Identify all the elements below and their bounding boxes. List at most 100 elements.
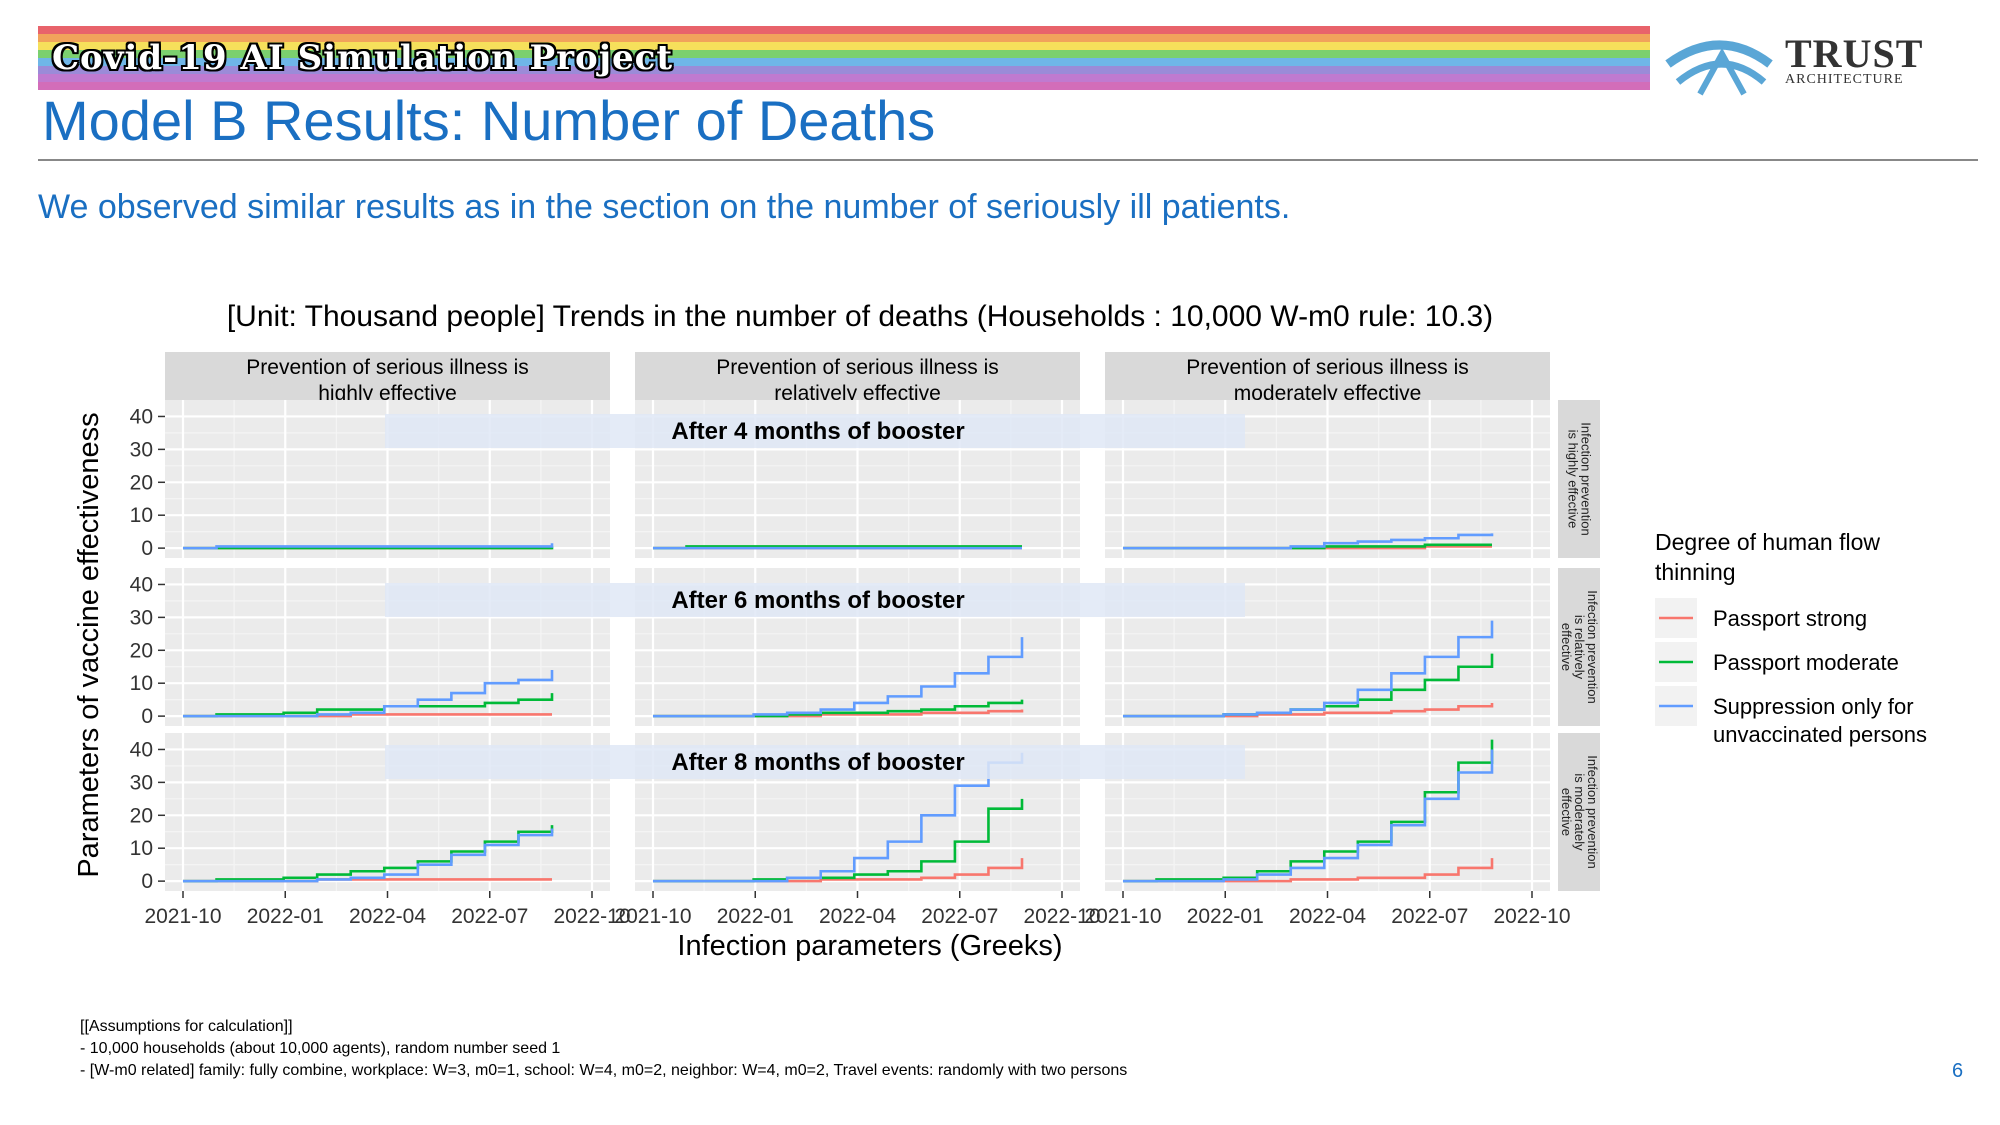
- y-tick-label: 0: [141, 537, 153, 560]
- rainbow-stripe: [38, 74, 1650, 82]
- assumption-notes: [[Assumptions for calculation]] - 10,000…: [80, 1016, 1127, 1082]
- page-number: 6: [1952, 1060, 1964, 1082]
- booster-annotation: After 4 months of booster: [671, 418, 964, 445]
- rainbow-stripe: [38, 58, 1650, 66]
- title-divider: [38, 159, 1978, 161]
- row-facet-strip: [1558, 568, 1600, 726]
- x-tick-label: 2021-10: [144, 905, 221, 928]
- row-facet-label: is highly effective: [1566, 430, 1581, 529]
- row-facet-label: Infection prevention: [1585, 590, 1600, 703]
- x-tick-label: 2021-10: [1084, 905, 1161, 928]
- legend-label: Passport moderate: [1713, 650, 1899, 675]
- x-tick-label: 2022-10: [553, 905, 630, 928]
- x-tick-label: 2022-10: [1023, 905, 1100, 928]
- series-line: [653, 752, 1024, 883]
- column-facet-label: Prevention of serious illness is: [1186, 356, 1468, 379]
- rainbow-stripe: [38, 26, 1650, 34]
- series-line: [1123, 739, 1494, 883]
- series-line: [653, 545, 1022, 550]
- y-tick-label: 0: [141, 870, 153, 893]
- legend-label: unvaccinated persons: [1713, 722, 1927, 747]
- legend-label: Passport strong: [1713, 606, 1867, 631]
- x-axis-title: Infection parameters (Greeks): [677, 930, 1062, 962]
- y-tick-label: 10: [130, 504, 153, 527]
- column-facet-strip: [635, 352, 1080, 402]
- x-tick-label: 2022-10: [1493, 905, 1570, 928]
- y-tick-label: 40: [130, 573, 153, 596]
- x-tick-label: 2022-01: [247, 905, 324, 928]
- column-facet-label: Prevention of serious illness is: [246, 356, 528, 379]
- booster-annotation-band: [385, 414, 1245, 448]
- y-tick-label: 10: [130, 837, 153, 860]
- y-tick-label: 10: [130, 672, 153, 695]
- row-facet-label: effective: [1559, 788, 1574, 836]
- booster-annotation-band: [385, 583, 1245, 617]
- series-line: [183, 825, 554, 883]
- legend-label: Suppression only for: [1713, 694, 1914, 719]
- series-line: [183, 828, 554, 883]
- booster-annotation: After 8 months of booster: [671, 749, 964, 776]
- series-line: [183, 670, 554, 718]
- series-line: [183, 543, 554, 550]
- page-subtitle: We observed similar results as in the se…: [38, 188, 1291, 226]
- x-tick-label: 2022-04: [819, 905, 896, 928]
- y-tick-label: 0: [141, 705, 153, 728]
- page-title: Model B Results: Number of Deaths: [42, 89, 936, 152]
- faceted-line-chart: [Unit: Thousand people] Trends in the nu…: [73, 300, 1927, 962]
- arch-bridge-icon: [1665, 40, 1773, 96]
- rainbow-stripe: [38, 42, 1650, 50]
- y-tick-label: 30: [130, 606, 153, 629]
- series-line: [653, 637, 1024, 718]
- row-facet-label: is relatively: [1572, 615, 1587, 680]
- booster-annotation-band: [385, 745, 1245, 779]
- note-line: [[Assumptions for calculation]]: [80, 1018, 293, 1035]
- rainbow-stripe: [38, 50, 1650, 58]
- booster-annotation: After 6 months of booster: [671, 587, 964, 614]
- y-tick-label: 40: [130, 405, 153, 428]
- rainbow-stripe: [38, 34, 1650, 42]
- rainbow-stripe: [38, 82, 1650, 90]
- y-tick-label: 40: [130, 738, 153, 761]
- x-tick-label: 2022-04: [1289, 905, 1366, 928]
- x-tick-label: 2022-04: [349, 905, 426, 928]
- y-tick-label: 30: [130, 438, 153, 461]
- rainbow-stripe: [38, 66, 1650, 74]
- y-tick-label: 30: [130, 771, 153, 794]
- note-line: - [W-m0 related] family: fully combine, …: [80, 1062, 1128, 1079]
- chart-title: [Unit: Thousand people] Trends in the nu…: [227, 300, 1493, 333]
- series-line: [1123, 620, 1494, 718]
- logo-word: TRUST: [1785, 31, 1924, 76]
- x-tick-label: 2022-07: [451, 905, 528, 928]
- series-line: [1123, 533, 1494, 550]
- row-facet-label: effective: [1559, 623, 1574, 671]
- y-tick-label: 20: [130, 804, 153, 827]
- row-facet-strip: [1558, 400, 1600, 558]
- column-facet-label: moderately effective: [1234, 382, 1422, 405]
- legend-title: Degree of human flow: [1655, 529, 1880, 555]
- x-tick-label: 2022-01: [1187, 905, 1264, 928]
- row-facet-strip: [1558, 733, 1600, 891]
- x-tick-label: 2022-07: [1391, 905, 1468, 928]
- note-line: - 10,000 households (about 10,000 agents…: [80, 1040, 561, 1057]
- series-line: [183, 546, 554, 550]
- legend-title: thinning: [1655, 559, 1736, 585]
- series-line: [1123, 749, 1494, 883]
- row-facet-label: is moderately: [1572, 773, 1587, 851]
- banner-title: Covid-19 AI Simulation Project: [52, 38, 674, 78]
- column-facet-label: Prevention of serious illness is: [716, 356, 998, 379]
- x-tick-label: 2022-07: [921, 905, 998, 928]
- x-tick-label: 2022-01: [717, 905, 794, 928]
- column-facet-strip: [1105, 352, 1550, 402]
- column-facet-strip: [165, 352, 610, 402]
- column-facet-label: relatively effective: [774, 382, 941, 405]
- row-facet-label: Infection prevention: [1579, 422, 1594, 535]
- column-facet-label: highly effective: [318, 382, 457, 405]
- logo-subword: ARCHITECTURE: [1785, 72, 1904, 87]
- y-tick-label: 20: [130, 639, 153, 662]
- y-tick-label: 20: [130, 471, 153, 494]
- row-facet-label: Infection prevention: [1585, 755, 1600, 868]
- x-tick-label: 2021-10: [614, 905, 691, 928]
